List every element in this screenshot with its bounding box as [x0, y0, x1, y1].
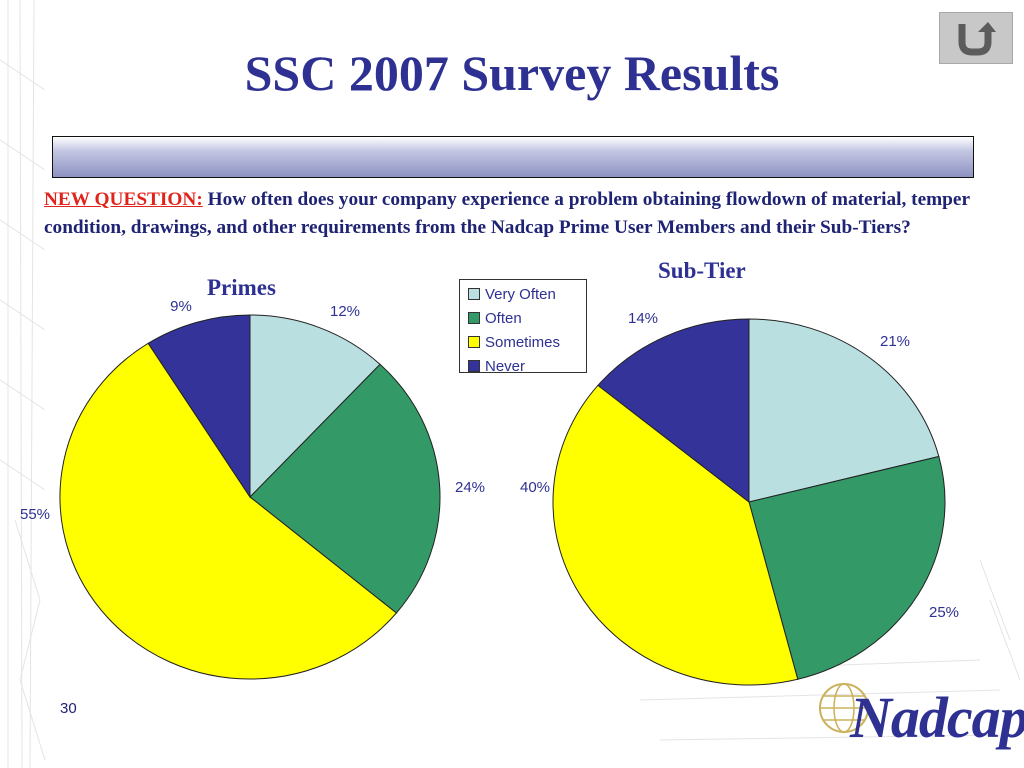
header-banner: [52, 136, 974, 178]
legend-label: Never: [485, 357, 526, 375]
pie-slice-never: [597, 318, 750, 504]
pie-slice-often: [748, 455, 946, 680]
page-title: SSC 2007 Survey Results: [244, 45, 780, 101]
legend-item-often: Often: [460, 306, 586, 330]
survey-question: NEW QUESTION: How often does your compan…: [44, 186, 974, 242]
nadcap-logo: Nadcap: [812, 678, 1024, 766]
chart-legend: Very Often Often Sometimes Never: [459, 279, 587, 375]
legend-label: Often: [485, 309, 522, 327]
slide-number: 30: [60, 700, 77, 717]
pie-slice-sometimes: [59, 342, 398, 680]
legend-swatch: [468, 288, 480, 300]
legend-item-never: Never: [460, 354, 586, 378]
pie-slice-sometimes: [552, 384, 799, 686]
pie-slice-very-often: [249, 314, 381, 499]
question-tag: NEW QUESTION:: [44, 189, 203, 210]
legend-swatch: [468, 360, 480, 372]
data-label: 55%: [20, 506, 50, 523]
legend-item-sometimes: Sometimes: [460, 330, 586, 354]
data-label: 24%: [455, 479, 485, 496]
data-label: 21%: [880, 333, 910, 350]
globe-icon: [819, 683, 869, 733]
question-text: How often does your company experience a…: [44, 189, 970, 238]
pie-slice-often: [249, 363, 441, 614]
legend-swatch: [468, 312, 480, 324]
legend-swatch: [468, 336, 480, 348]
data-label: 40%: [520, 479, 550, 496]
legend-item-very-often: Very Often: [460, 282, 586, 306]
pie-slice-never: [147, 314, 251, 499]
data-label: 14%: [628, 310, 658, 327]
legend-label: Sometimes: [485, 333, 561, 351]
pie-slice-very-often: [748, 318, 940, 503]
subtier-chart-title: Sub-Tier: [658, 258, 746, 283]
back-button[interactable]: [939, 12, 1013, 64]
primes-chart-title: Primes: [207, 275, 276, 300]
logo-text: Nadcap: [850, 685, 1024, 750]
legend-label: Very Often: [485, 285, 556, 303]
data-label: 25%: [929, 604, 959, 621]
u-turn-back-icon: [958, 22, 996, 56]
data-label: 9%: [170, 298, 192, 315]
data-label: 12%: [330, 303, 360, 320]
